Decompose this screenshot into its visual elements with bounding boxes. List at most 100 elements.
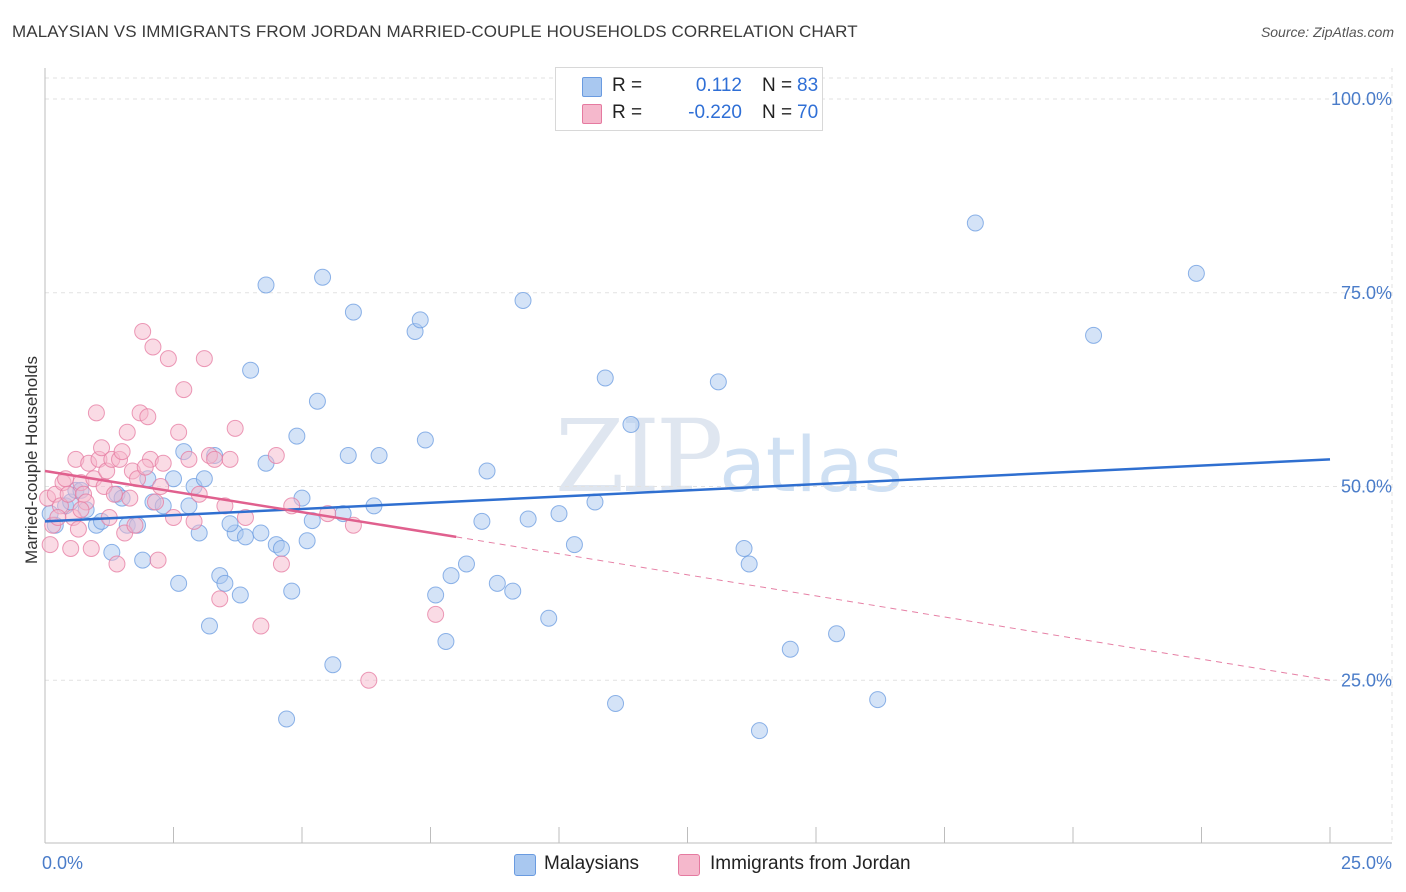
y-tick-label: 25.0% (1341, 670, 1392, 690)
jordan-point (360, 671, 378, 689)
malaysians-points (41, 214, 1205, 740)
jordan-point (49, 509, 67, 526)
jordan-point (180, 450, 198, 468)
n-value: 83 (797, 75, 819, 96)
malaysians-point (298, 532, 316, 550)
y-axis-label: Married-couple Households (22, 356, 41, 564)
malaysians-swatch (582, 77, 602, 97)
jordan-point (139, 408, 157, 426)
malaysians-point (134, 551, 152, 569)
malaysians-point (735, 540, 753, 557)
malaysians-point (324, 656, 342, 674)
r-label: R = (612, 75, 643, 96)
y-tick-label: 75.0% (1341, 283, 1392, 303)
jordan-point (154, 454, 172, 472)
jordan-point (62, 540, 80, 557)
gridlines (45, 68, 1393, 843)
malaysians-point (709, 373, 727, 391)
jordan-point (144, 338, 162, 356)
malaysians-point (257, 276, 275, 294)
r-value: -0.220 (688, 102, 742, 123)
malaysians-point (750, 722, 768, 740)
malaysians-point (869, 691, 887, 709)
malaysians-point (1187, 264, 1205, 282)
malaysians-point (966, 214, 984, 232)
malaysians-point (478, 462, 496, 480)
malaysians-point (565, 536, 583, 554)
jordan-point (136, 458, 154, 476)
jordan-point (118, 423, 136, 441)
jordan-swatch (582, 104, 602, 124)
jordan-point (170, 423, 188, 441)
jordan-point (147, 493, 165, 511)
malaysians-point (457, 555, 475, 573)
jordan-point (41, 536, 59, 554)
stats-legend: R = 0.112 N = 83 R = -0.220 N = 70 (555, 67, 823, 131)
jordan-points (39, 323, 445, 689)
malaysians-point (236, 528, 254, 546)
malaysians-point (288, 427, 306, 445)
tick-labels: 100.0% 75.0% 50.0% 25.0% 0.0% 25.0% (42, 89, 1392, 873)
jordan-point (72, 501, 90, 519)
malaysians-point (216, 574, 234, 592)
source-credit: Source: ZipAtlas.com (1260, 24, 1394, 40)
malaysians-point (283, 582, 301, 600)
n-label: N = (762, 75, 793, 96)
malaysians-point (308, 392, 326, 410)
malaysians-point (622, 416, 640, 433)
malaysians-point (165, 470, 182, 488)
jordan-point (121, 489, 139, 507)
jordan-point (69, 520, 87, 538)
jordan-legend-swatch (678, 854, 700, 876)
jordan-point (206, 450, 224, 468)
jordan-point (272, 555, 290, 573)
jordan-point (93, 439, 111, 457)
jordan-point (113, 443, 131, 461)
x-tick-label: 0.0% (42, 853, 83, 873)
n-label: N = (762, 102, 793, 123)
jordan-point (152, 478, 170, 495)
malaysians-point (550, 505, 568, 523)
jordan-point (221, 450, 239, 468)
jordan-point (165, 509, 182, 526)
malaysians-point (195, 470, 213, 488)
watermark-atlas: atlas (719, 420, 903, 509)
y-tick-label: 50.0% (1341, 477, 1392, 497)
malaysians-point (514, 292, 532, 309)
malaysians-point (596, 369, 614, 387)
x-tick-label: 25.0% (1341, 853, 1392, 873)
trend-lines (44, 458, 1331, 681)
malaysians-point (586, 493, 604, 511)
jordan-point (195, 350, 213, 368)
malaysians-legend-label: Malaysians (544, 853, 640, 874)
jordan-point (149, 551, 167, 569)
malaysians-point (607, 695, 625, 712)
malaysians-point (252, 524, 270, 542)
malaysians-legend-swatch (514, 854, 536, 876)
malaysians-point (170, 574, 188, 592)
jordan-point (126, 516, 144, 534)
jordan-point (211, 590, 229, 608)
jordan-point (105, 485, 123, 503)
malaysians-point (242, 361, 260, 379)
jordan-point (267, 447, 285, 464)
malaysians-point (344, 303, 362, 321)
jordan-point (134, 323, 152, 340)
malaysians-point (427, 586, 445, 604)
r-value: 0.112 (695, 75, 742, 96)
malaysians-point (411, 311, 429, 329)
axes (44, 68, 1392, 844)
jordan-point (185, 512, 203, 530)
malaysians-point (416, 431, 434, 449)
jordan-point (159, 350, 177, 368)
y-tick-label: 100.0% (1331, 89, 1392, 109)
r-label: R = (612, 102, 643, 123)
jordan-point (59, 485, 77, 503)
malaysians-point (519, 510, 537, 528)
malaysians-point (740, 555, 758, 573)
jordan-point (82, 540, 100, 557)
jordan-point (236, 509, 254, 526)
jordan-trend-line (44, 469, 457, 539)
malaysians-point (488, 574, 506, 592)
malaysians-point (1085, 326, 1103, 344)
